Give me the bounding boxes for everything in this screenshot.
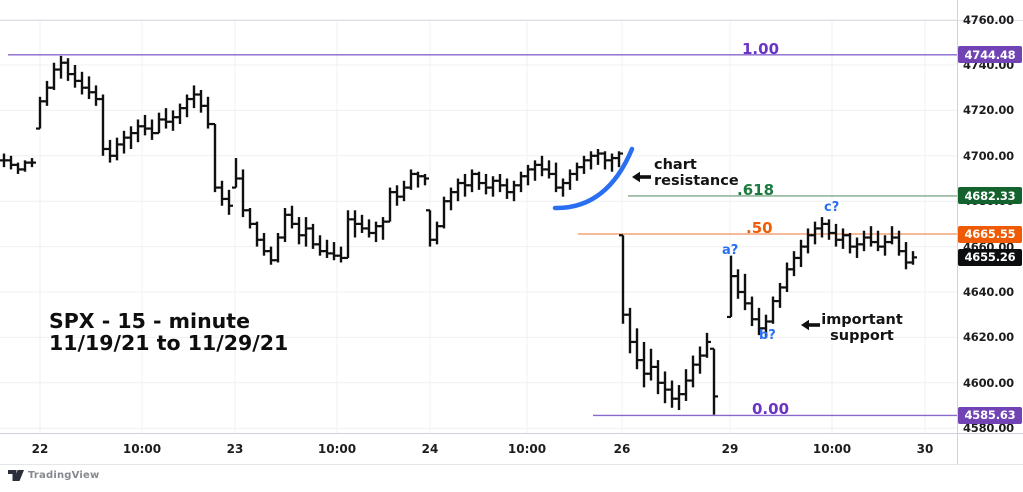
fib-level-label: 0.00 — [752, 400, 790, 419]
price-axis-label: 4700.00 — [963, 148, 1014, 163]
time-axis-label: 10:00 — [122, 442, 162, 456]
price-axis-badge: 4682.33 — [958, 187, 1022, 205]
chart-resistance-note-line1: chart — [654, 157, 697, 173]
important-support-note-line2: support — [830, 327, 894, 344]
time-axis-label: 10:00 — [507, 442, 547, 456]
important-support-note-line1: important — [821, 312, 903, 328]
price-axis-label: 4580.00 — [963, 421, 1014, 436]
time-axis-label: 23 — [226, 442, 244, 456]
wave-label: a? — [722, 243, 739, 258]
footer-separator — [0, 464, 1023, 465]
chart-resistance-note-line2: resistance — [654, 172, 739, 189]
chart-resistance-note: chart resistance — [654, 157, 739, 189]
price-axis-label: 4600.00 — [963, 375, 1014, 390]
price-axis-label: 4760.00 — [963, 12, 1014, 27]
fib-level-label: .50 — [746, 219, 773, 237]
tradingview-logo-text: TradingView — [28, 470, 100, 481]
time-axis-label: 26 — [613, 442, 631, 456]
price-axis-label: 4620.00 — [963, 330, 1014, 345]
price-axis-badge: 4585.63 — [958, 406, 1022, 424]
time-axis-label: 29 — [721, 442, 739, 456]
price-axis-badge: 4655.26 — [958, 248, 1022, 266]
time-axis-label: 10:00 — [812, 442, 852, 456]
wave-label: c? — [824, 200, 840, 215]
price-axis-badge: 4665.55 — [958, 225, 1022, 243]
time-axis-label: 24 — [421, 442, 439, 456]
price-axis-label: 4640.00 — [963, 285, 1014, 299]
fib-level-label: 1.00 — [742, 39, 780, 58]
price-axis-border — [957, 0, 958, 464]
tradingview-logo-icon — [8, 470, 24, 481]
time-axis-border — [0, 433, 1023, 434]
blue-arc-annotation[interactable] — [552, 146, 635, 211]
left-arrow-icon-head — [632, 171, 640, 183]
time-axis-label: 10:00 — [317, 442, 357, 456]
chart-title-line1: SPX - 15 - minute — [49, 309, 250, 333]
time-axis-label: 22 — [31, 442, 49, 456]
price-axis-badge: 4744.48 — [958, 46, 1022, 64]
tradingview-attribution[interactable]: TradingView — [8, 470, 99, 481]
important-support-note: important support — [816, 312, 908, 344]
price-axis-label: 4720.00 — [963, 103, 1014, 118]
wave-label: b? — [759, 328, 776, 343]
time-axis-label: 30 — [916, 442, 934, 456]
chart-top-border — [0, 20, 1023, 21]
chart-title-line2: 11/19/21 to 11/29/21 — [49, 331, 289, 355]
price-chart-canvas[interactable] — [0, 0, 958, 434]
left-arrow-icon-head — [801, 319, 809, 331]
chart-title: SPX - 15 - minute 11/19/21 to 11/29/21 — [49, 310, 288, 354]
fib-level-label: .618 — [737, 180, 775, 199]
